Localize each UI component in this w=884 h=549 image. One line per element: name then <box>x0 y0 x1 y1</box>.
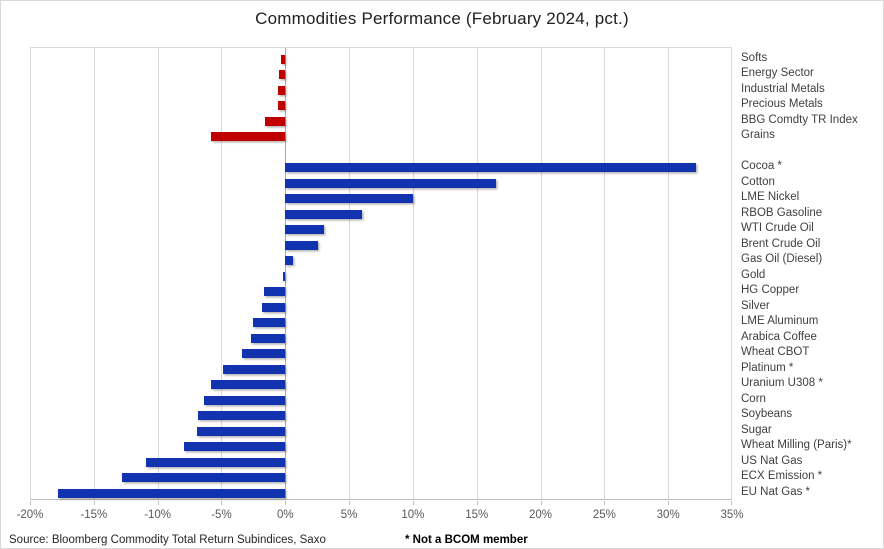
bar-precious-metals <box>277 101 286 110</box>
category-label: Softs <box>741 51 768 64</box>
category-label: RBOB Gasoline <box>741 206 823 219</box>
bar-hg-copper <box>263 287 286 296</box>
bar-arabica-coffee <box>250 333 286 343</box>
x-tick-label: 20% <box>529 509 553 521</box>
bar-sugar <box>197 426 286 436</box>
category-label: Wheat Milling (Paris)* <box>741 439 852 451</box>
category-label: Grains <box>741 129 775 141</box>
category-label: BBG Comdty TR Index <box>741 113 858 126</box>
x-tick-mark <box>94 501 95 505</box>
x-tick-mark <box>731 501 732 505</box>
category-label: Cotton <box>741 175 775 188</box>
x-tick-label: 35% <box>720 509 744 521</box>
category-label: Energy Sector <box>741 67 814 79</box>
bar-corn <box>203 395 286 405</box>
x-tick-mark <box>285 501 286 505</box>
bar-softs <box>281 54 286 64</box>
source-text: Source: Bloomberg Commodity Total Return… <box>9 534 326 546</box>
x-tick-mark <box>221 501 222 505</box>
x-tick-mark <box>477 501 478 505</box>
x-tick-mark <box>30 501 31 505</box>
bar-soybeans <box>198 411 286 420</box>
category-label: Wheat CBOT <box>741 346 810 358</box>
bar-ecx-emission <box>121 473 286 482</box>
bar-gold <box>282 271 286 281</box>
x-tick-label: 0% <box>276 509 294 521</box>
gridline <box>668 48 669 499</box>
category-label: Precious Metals <box>741 98 823 110</box>
category-label: EU Nat Gas * <box>741 485 811 498</box>
bar-energy-sector <box>278 70 286 79</box>
category-label: LME Nickel <box>741 191 800 203</box>
category-label: Gas Oil (Diesel) <box>741 253 823 265</box>
x-tick-mark <box>541 501 542 505</box>
gridline <box>158 48 159 499</box>
gridline <box>94 48 95 499</box>
bar-bbg-comdty-tr-index <box>264 116 286 126</box>
x-tick-label: -10% <box>144 509 172 521</box>
category-label: HG Copper <box>741 284 800 296</box>
bar-lme-nickel <box>285 194 413 203</box>
gridline <box>413 48 414 499</box>
category-label: Brent Crude Oil <box>741 237 821 250</box>
bar-cocoa <box>285 163 697 172</box>
bar-grains <box>211 132 286 141</box>
bar-silver <box>262 302 286 312</box>
x-tick-label: -15% <box>80 509 108 521</box>
category-label: Soybeans <box>741 408 793 420</box>
plot-area <box>30 47 732 500</box>
x-tick-mark <box>413 501 414 505</box>
bar-eu-nat-gas <box>58 488 286 498</box>
gridline <box>604 48 605 499</box>
bar-uranium-u308 <box>211 380 286 389</box>
bar-gas-oil-diesel <box>285 256 293 265</box>
bar-rbob-gasoline <box>285 209 362 219</box>
x-tick-mark <box>158 501 159 505</box>
bar-platinum <box>222 364 286 374</box>
category-label: ECX Emission * <box>741 470 823 482</box>
gridline <box>477 48 478 499</box>
category-label: Platinum * <box>741 361 794 374</box>
category-label: Industrial Metals <box>741 82 825 95</box>
bar-wheat-cbot <box>241 349 286 358</box>
category-label: Sugar <box>741 423 772 436</box>
bar-wti-crude-oil <box>285 225 324 234</box>
bar-wheat-milling-paris <box>184 442 286 451</box>
x-tick-label: 30% <box>656 509 680 521</box>
zero-gridline <box>285 48 286 499</box>
x-tick-mark <box>349 501 350 505</box>
bar-cotton <box>285 178 496 188</box>
gridline <box>731 48 732 499</box>
chart-title: Commodities Performance (February 2024, … <box>255 9 629 28</box>
category-label: US Nat Gas <box>741 454 803 467</box>
category-label: WTI Crude Oil <box>741 222 814 234</box>
category-label: Gold <box>741 268 766 281</box>
x-tick-mark <box>668 501 669 505</box>
x-tick-label: -20% <box>16 509 44 521</box>
gridline <box>349 48 350 499</box>
category-label: LME Aluminum <box>741 315 819 327</box>
category-label: Corn <box>741 392 766 405</box>
gridline <box>30 48 31 499</box>
x-tick-label: 10% <box>401 509 425 521</box>
category-label: Arabica Coffee <box>741 330 817 343</box>
bar-brent-crude-oil <box>285 240 319 250</box>
x-tick-mark <box>604 501 605 505</box>
x-tick-label: -5% <box>211 509 232 521</box>
gridline <box>541 48 542 499</box>
bar-industrial-metals <box>277 85 286 95</box>
bar-us-nat-gas <box>146 457 286 467</box>
x-tick-label: 15% <box>465 509 489 521</box>
category-label: Silver <box>741 299 770 312</box>
x-tick-label: 25% <box>592 509 616 521</box>
category-label: Cocoa * <box>741 160 782 172</box>
bcom-footnote: * Not a BCOM member <box>405 534 528 546</box>
bar-lme-aluminum <box>253 318 286 327</box>
gridline <box>221 48 222 499</box>
category-label: Uranium U308 * <box>741 377 823 389</box>
x-tick-label: 5% <box>340 509 358 521</box>
